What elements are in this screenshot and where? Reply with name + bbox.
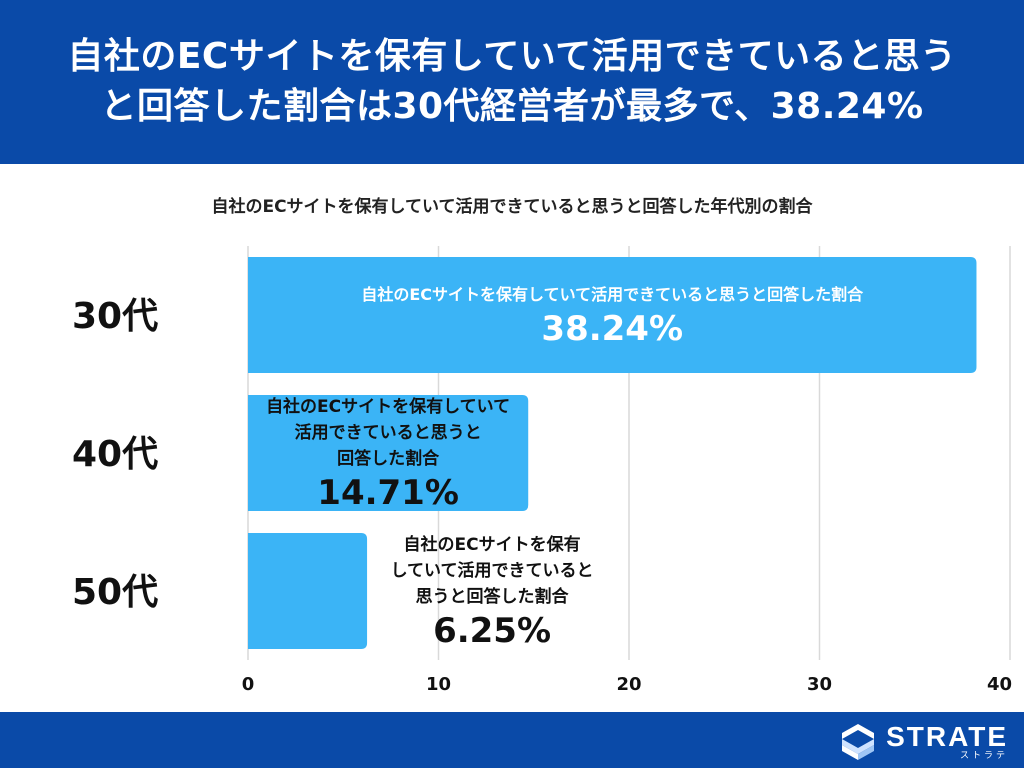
bar-annotation: 回答した割合 <box>337 448 440 469</box>
bar-annotation: 活用できていると思うと <box>295 422 482 443</box>
bar <box>248 395 529 511</box>
logo-subtext: ストラテ <box>959 750 1008 761</box>
bar-annotation: 自社のECサイトを保有していて <box>266 396 510 417</box>
category-label: 40代 <box>72 434 158 475</box>
bar-annotation: 自社のECサイトを保有していて活用できていると思うと回答した割合 <box>361 285 864 304</box>
strate-logo-icon <box>842 724 875 760</box>
x-tick-label: 30 <box>807 674 832 695</box>
data-label: 38.24% <box>541 309 683 349</box>
chart-title: 自社のECサイトを保有していて活用できていると思うと回答した年代別の割合 <box>211 197 813 217</box>
bar-annotation: 思うと回答した割合 <box>416 586 570 607</box>
footer-banner: STRATE ストラテ <box>0 712 1024 768</box>
page-title-line-1: 自社のECサイトを保有していて活用できていると思う <box>67 36 957 77</box>
x-tick-label: 20 <box>616 674 641 695</box>
category-label: 50代 <box>72 572 158 613</box>
bar-annotation: 自社のECサイトを保有 <box>404 534 581 555</box>
bar <box>248 533 368 649</box>
data-label: 6.25% <box>433 611 551 651</box>
data-label: 14.71% <box>317 473 459 513</box>
page-title-line-2: と回答した割合は30代経営者が最多で、38.24% <box>100 86 924 127</box>
bar <box>248 257 977 373</box>
x-tick-label: 40 <box>987 674 1012 695</box>
x-tick-label: 0 <box>242 674 255 695</box>
bar-annotation: していて活用できていると <box>391 560 594 581</box>
x-tick-label: 10 <box>426 674 451 695</box>
bar-chart: 0 10 20 30 4030代自社のECサイトを保有していて活用できていると思うと回答… <box>72 246 1012 695</box>
logo-text: STRATE <box>886 720 1008 752</box>
category-label: 30代 <box>72 296 158 337</box>
strate-logo: STRATE ストラテ <box>838 720 1008 764</box>
header-banner: 自社のECサイトを保有していて活用できていると思う と回答した割合は30代経営者… <box>0 0 1024 164</box>
